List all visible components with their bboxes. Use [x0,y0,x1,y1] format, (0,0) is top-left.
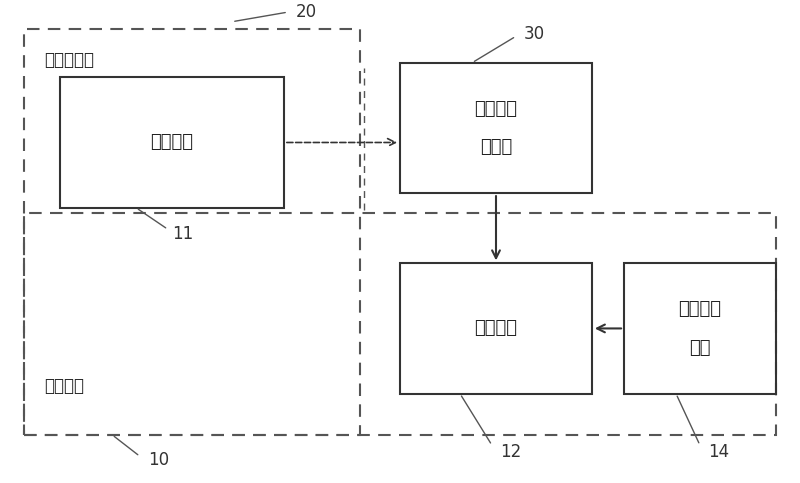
Text: 20: 20 [296,3,317,21]
Text: 充电模块: 充电模块 [150,133,194,152]
Text: 扫描线驱: 扫描线驱 [474,99,518,118]
Bar [400,63,592,193]
Text: 12: 12 [500,442,522,461]
Bar [24,213,776,435]
Text: 切角电路: 切角电路 [44,377,84,396]
Bar [624,263,776,394]
Text: 驱动控制板: 驱动控制板 [44,51,94,70]
Bar [24,29,360,435]
Text: 11: 11 [172,225,194,243]
Bar [60,77,284,208]
Text: 14: 14 [708,442,729,461]
Text: 30: 30 [524,25,545,43]
Text: 动电路: 动电路 [480,138,512,156]
Bar [400,263,592,394]
Text: 放电模块: 放电模块 [474,319,518,338]
Text: 外置调整: 外置调整 [678,300,722,318]
Text: 模块: 模块 [690,339,710,357]
Text: 10: 10 [148,451,169,469]
